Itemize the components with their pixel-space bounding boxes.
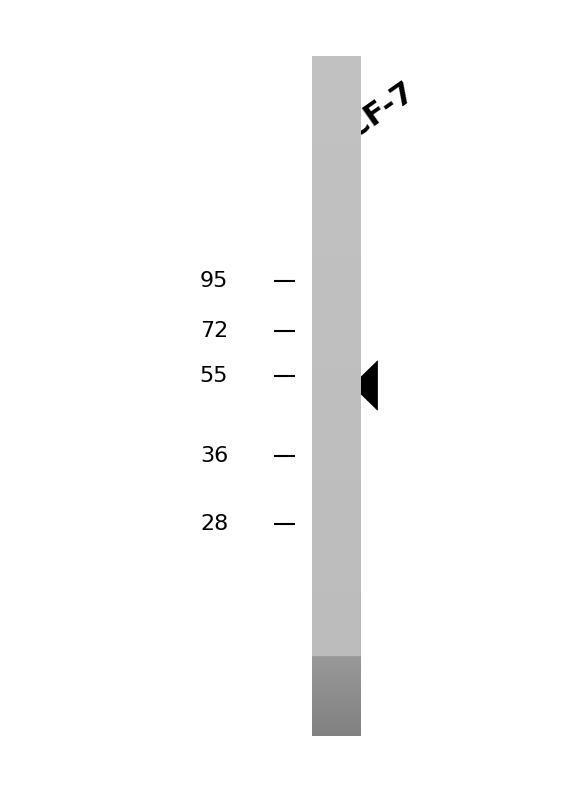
Text: 72: 72	[200, 322, 228, 342]
Polygon shape	[352, 361, 377, 410]
Text: 55: 55	[200, 366, 228, 386]
Text: 28: 28	[200, 514, 228, 534]
Text: MCF-7: MCF-7	[316, 76, 420, 161]
Text: 95: 95	[200, 270, 228, 291]
Text: 36: 36	[200, 446, 228, 466]
